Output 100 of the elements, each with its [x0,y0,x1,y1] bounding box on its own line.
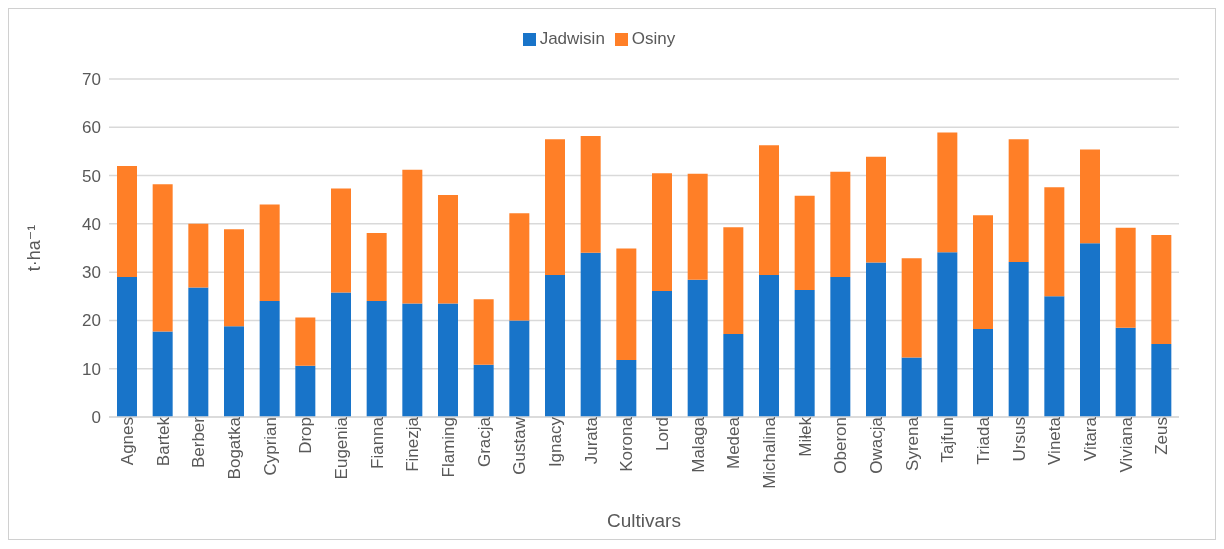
y-tick-label: 50 [82,166,101,186]
x-tick-label: Bogatka [224,416,244,480]
bar [545,275,565,417]
bar [366,301,387,417]
x-tick-label: Fianna [367,416,387,469]
bar [224,326,244,417]
bar [580,252,601,417]
y-tick-label: 20 [82,311,101,331]
y-tick-label: 0 [91,408,101,428]
bar [331,188,351,293]
x-tick-label: Agnes [117,417,137,466]
bar [117,165,137,277]
bar [1044,187,1065,297]
x-tick-label: Berber [189,416,209,469]
x-tick-label: Miłek [795,416,815,457]
bar [117,276,137,417]
x-tick-label: Jurata [581,416,601,465]
bar [259,204,280,302]
bar [152,184,173,332]
bar [473,299,494,365]
y-tick-label: 60 [82,118,101,138]
bar [866,262,886,417]
bar [973,215,993,330]
x-tick-label: Korona [617,416,637,472]
x-tick-label: Owacja [866,416,886,474]
bar [652,290,672,417]
x-tick-label: Vineta [1045,416,1065,465]
bar [152,331,173,417]
bar [438,303,458,417]
bar [973,329,993,417]
bar [652,173,672,291]
x-tick-label: Flaming [438,417,458,478]
bar [794,195,815,291]
bar [509,320,530,417]
y-tick-label: 30 [82,263,101,283]
bar [759,275,779,417]
bar [723,333,744,417]
legend-label: Jadwisin [539,29,605,48]
bar [1151,234,1172,345]
y-tick-label: 40 [82,214,101,234]
bar [1044,296,1065,417]
bar [188,287,209,417]
x-tick-label: Bartek [153,416,173,467]
x-tick-label: Cyprian [260,417,280,476]
x-tick-label: Drop [296,417,316,454]
bar [901,357,922,417]
bar [794,290,815,417]
x-tick-label: Medea [724,416,744,469]
bar [509,213,530,321]
x-tick-label: Michalina [759,416,779,489]
bar [1115,327,1136,417]
bar [830,171,851,277]
bar [366,233,387,302]
y-tick-label: 70 [82,70,101,90]
x-tick-label: Gustaw [510,416,530,475]
x-tick-label: Malaga [688,416,708,473]
x-tick-label: Lord [652,417,672,452]
bar [616,360,637,417]
bar [687,173,708,280]
x-tick-label: Ignacy [545,416,565,468]
x-tick-label: Eugenia [331,416,351,480]
x-tick-label: Viviana [1116,416,1136,473]
bar [402,169,423,304]
x-tick-label: Syrena [902,416,922,471]
bar [295,365,316,417]
x-axis-title: Cultivars [607,510,681,531]
bar [937,252,958,417]
bar [759,145,779,276]
bar [438,194,458,304]
bar [224,229,244,327]
bar [830,276,851,417]
bar [723,227,744,334]
x-tick-label: Oberon [831,417,851,474]
y-axis-title: t·ha⁻¹ [24,224,45,272]
x-tick-label: Zeus [1152,417,1172,455]
x-tick-label: Triada [973,416,993,465]
bar [616,248,637,361]
bar [1115,227,1136,328]
bar [331,292,351,417]
bar [1008,139,1029,262]
bar [295,317,316,366]
bar [1080,149,1100,244]
bar [1008,262,1029,417]
x-tick-label: Vitara [1080,416,1100,462]
bar [188,223,209,288]
bar [402,303,423,417]
x-tick-label: Ursus [1009,417,1029,462]
legend-label: Osiny [631,29,676,48]
bar [687,279,708,417]
y-tick-label: 10 [82,359,101,379]
x-tick-label: Gracja [474,416,494,468]
bar [937,132,958,253]
bar [545,139,565,276]
bar [259,301,280,417]
x-tick-label: Tajfun [938,417,958,463]
bar [580,135,601,253]
bar [901,258,922,358]
bar [866,156,886,263]
bar [473,364,494,417]
bar [1151,344,1172,417]
